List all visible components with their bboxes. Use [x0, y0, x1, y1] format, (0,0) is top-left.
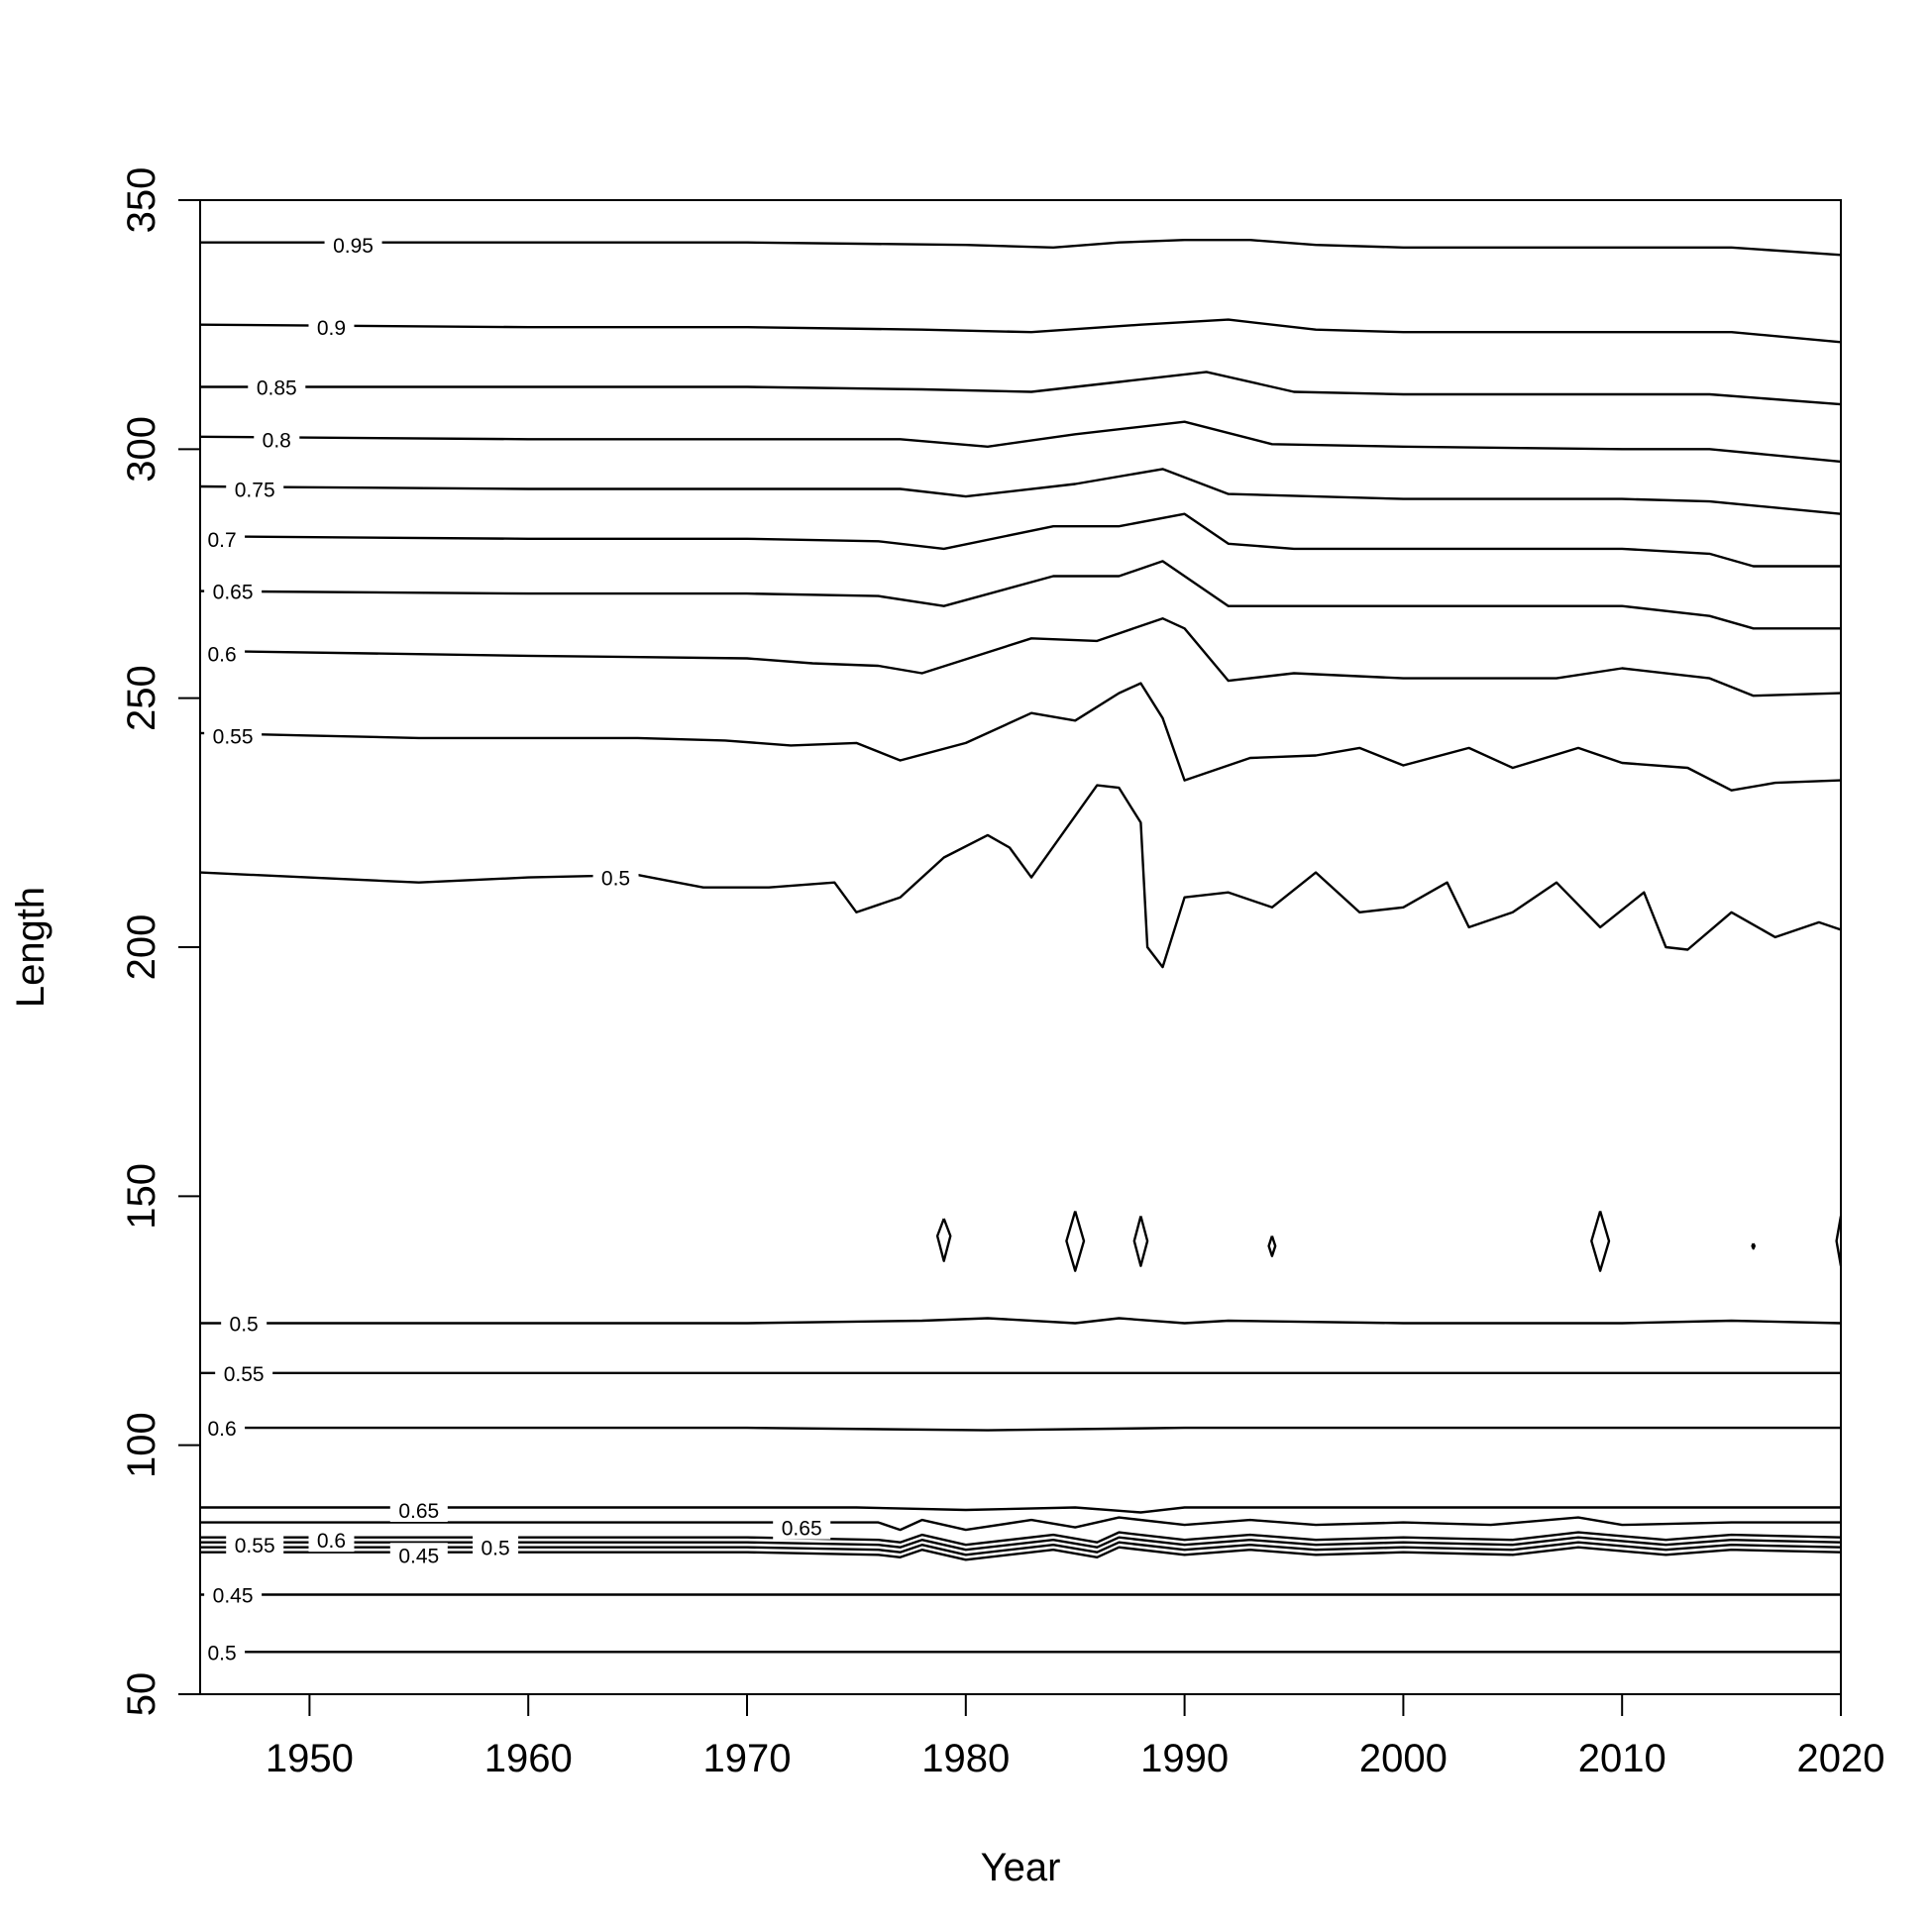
contour-label: 0.5 — [601, 868, 630, 891]
x-axis: 1950 1960 1970 1980 1990 2000 2010 2020 — [266, 1694, 1885, 1780]
contour-line-4 — [199, 468, 1842, 515]
plot-frame — [199, 199, 1842, 1695]
contour-line-5 — [199, 512, 1841, 568]
contour-label-bg — [204, 1582, 263, 1607]
contour-line-19 — [200, 1426, 1841, 1432]
y-tick-label: 100 — [120, 1412, 163, 1478]
contour-label-bg — [308, 315, 355, 340]
contour-label: 0.85 — [257, 377, 297, 400]
contour-line-15 — [1751, 1242, 1756, 1250]
contour-line-23 — [200, 1536, 1842, 1552]
contour-line-0 — [200, 239, 1842, 257]
contour-line-16 — [1835, 1216, 1843, 1266]
contour-label-bg — [389, 1543, 448, 1567]
contour-label: 0.55 — [213, 725, 254, 748]
contour-label-bg — [204, 579, 263, 603]
contour-labels: 0.95 0.9 0.85 0.8 0.75 0.7 0.65 0.6 0.55 0.5 0.5 0.… — [199, 233, 831, 1664]
contour-line-11 — [1065, 1211, 1086, 1272]
contour-line-17 — [200, 1317, 1842, 1325]
contour-label-bg — [248, 375, 306, 399]
contour-line-7 — [199, 617, 1842, 698]
y-tick-label: 150 — [120, 1163, 163, 1230]
contour-label-bg — [473, 1535, 519, 1559]
contour-line-20 — [200, 1506, 1841, 1514]
contour-label: 0.6 — [317, 1530, 346, 1553]
contour-line-21 — [200, 1516, 1841, 1532]
contour-label: 0.8 — [263, 429, 291, 452]
contour-label-bg — [773, 1515, 831, 1540]
x-tick-label: 2010 — [1578, 1737, 1666, 1780]
contour-label: 0.65 — [398, 1500, 439, 1523]
x-tick-label: 2020 — [1797, 1737, 1885, 1780]
y-tick-label: 250 — [120, 665, 163, 731]
y-axis-title: Length — [9, 887, 53, 1008]
contour-label-bg — [215, 1360, 273, 1385]
contour-label-bg — [592, 865, 639, 890]
y-tick-label: 50 — [120, 1672, 163, 1717]
contour-label-bg — [308, 1528, 355, 1553]
contour-label-bg — [226, 477, 284, 501]
x-tick-label: 1990 — [1140, 1737, 1229, 1780]
x-tick-label: 1980 — [921, 1737, 1010, 1780]
contour-label-bg — [199, 1416, 246, 1441]
contour-line-1 — [199, 318, 1842, 344]
contour-line-12 — [1132, 1216, 1149, 1267]
contour-label: 0.6 — [207, 1418, 236, 1441]
contour-label-bg — [199, 641, 246, 666]
contour-label-bg — [221, 1311, 268, 1336]
contour-label: 0.95 — [333, 235, 374, 258]
contour-label-bg — [389, 1498, 448, 1523]
contour-line-3 — [199, 420, 1842, 464]
contour-label: 0.5 — [481, 1538, 509, 1560]
contour-label-bg — [254, 427, 300, 452]
contour-line-14 — [1590, 1211, 1611, 1272]
contour-label-bg — [324, 233, 382, 258]
contour-label-bg — [226, 1533, 284, 1557]
contour-label-bg — [204, 723, 263, 748]
contour-line-25 — [200, 1546, 1842, 1561]
x-tick-label: 1970 — [703, 1737, 792, 1780]
contour-label: 0.75 — [235, 480, 275, 502]
contour-label-bg — [199, 526, 246, 551]
contour-line-9 — [199, 784, 1842, 969]
contour-label-bg — [199, 1640, 246, 1664]
x-axis-title: Year — [981, 1846, 1061, 1889]
contour-line-8 — [199, 682, 1842, 792]
contour-label: 0.7 — [207, 529, 236, 552]
contour-line-24 — [200, 1541, 1842, 1556]
contour-label: 0.65 — [213, 582, 254, 604]
y-tick-label: 300 — [120, 416, 163, 483]
y-tick-label: 350 — [120, 167, 163, 234]
contour-label: 0.5 — [230, 1314, 259, 1337]
x-tick-label: 1950 — [266, 1737, 354, 1780]
x-tick-label: 1960 — [484, 1737, 573, 1780]
contour-label: 0.65 — [782, 1518, 822, 1541]
contour-line-2 — [200, 371, 1842, 406]
x-tick-label: 2000 — [1359, 1737, 1448, 1780]
contour-line-13 — [1267, 1235, 1277, 1257]
contour-lines — [199, 239, 1843, 1654]
contour-line-22 — [200, 1531, 1842, 1547]
contour-label: 0.45 — [398, 1545, 439, 1567]
contour-label: 0.9 — [317, 317, 346, 340]
y-tick-label: 200 — [120, 914, 163, 981]
contour-label: 0.6 — [207, 643, 236, 666]
contour-label: 0.5 — [207, 1642, 236, 1664]
contour-label: 0.45 — [213, 1584, 254, 1607]
contour-line-6 — [199, 560, 1841, 630]
y-axis: 50 100 150 200 250 300 350 — [120, 167, 200, 1717]
contour-label: 0.55 — [235, 1535, 275, 1557]
contour-label: 0.55 — [224, 1363, 265, 1386]
contour-line-10 — [935, 1218, 952, 1262]
